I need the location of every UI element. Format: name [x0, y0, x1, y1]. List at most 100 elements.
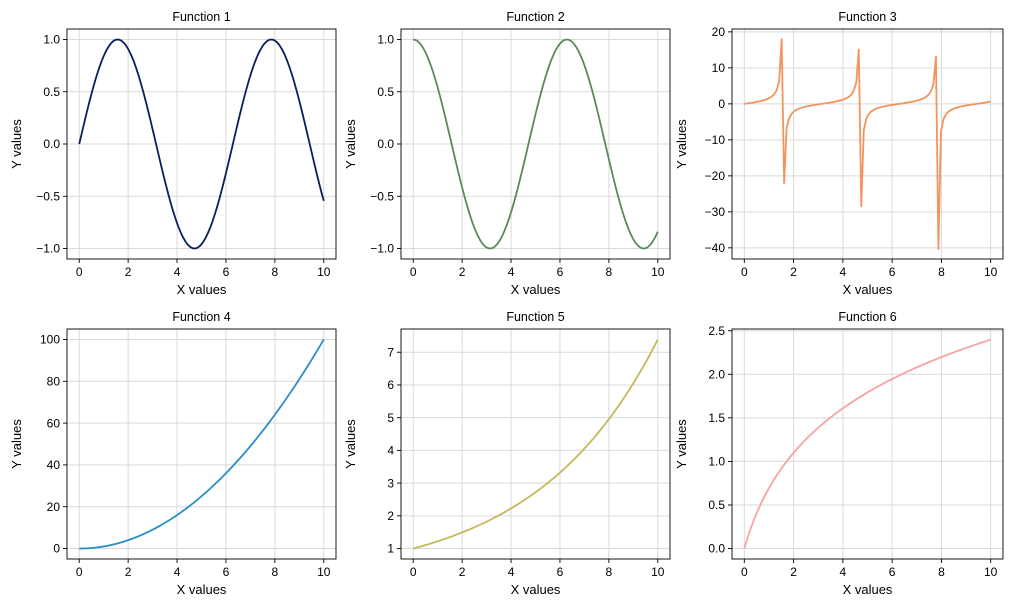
y-tick-label: 80 — [47, 374, 61, 388]
y-tick-label: 5 — [387, 411, 394, 425]
x-tick-label: 0 — [741, 565, 748, 579]
x-tick-label: 8 — [606, 265, 613, 279]
y-tick-label: −0.5 — [36, 189, 60, 203]
series-line — [413, 38, 659, 250]
x-axis-label: X values — [511, 282, 561, 297]
x-tick-label: 8 — [938, 565, 945, 579]
x-tick-label: 6 — [223, 565, 230, 579]
x-tick-label: 2 — [790, 565, 797, 579]
y-tick-label: 0.0 — [377, 137, 394, 151]
y-axis-label: Y values — [9, 119, 24, 169]
x-tick-label: 8 — [938, 265, 945, 279]
series-line — [744, 38, 991, 250]
x-tick-label: 0 — [76, 265, 83, 279]
y-tick-label: 0.5 — [43, 85, 60, 99]
x-tick-label: 10 — [317, 265, 331, 279]
subplot-1: 0 2 4 6 8 10 −1.0 −0.5 0.0 0.5 1.0 Function 1 X valu… — [9, 10, 337, 297]
chart-title: Function 3 — [838, 10, 896, 24]
y-tick-label: 60 — [47, 416, 61, 430]
y-tick-label: −0.5 — [370, 189, 394, 203]
x-tick-label: 2 — [459, 565, 466, 579]
y-tick-label: 1.5 — [708, 411, 725, 425]
y-tick-label: 0 — [718, 97, 725, 111]
x-axis-label: X values — [511, 582, 561, 597]
y-tick-label: −1.0 — [36, 242, 60, 256]
y-axis-label: Y values — [674, 119, 689, 169]
x-tick-label: 4 — [174, 265, 181, 279]
x-tick-label: 10 — [317, 565, 331, 579]
y-tick-label: 2.5 — [708, 324, 725, 338]
x-axis-label: X values — [843, 582, 893, 597]
y-tick-label: 1.0 — [43, 33, 60, 47]
y-tick-label: 0.0 — [708, 542, 725, 556]
y-tick-label: 1 — [387, 542, 394, 556]
x-tick-label: 4 — [174, 565, 181, 579]
x-tick-label: 6 — [557, 565, 564, 579]
y-tick-label: 0.5 — [708, 498, 725, 512]
axes-frame — [731, 328, 1004, 560]
x-axis-label: X values — [177, 582, 227, 597]
x-tick-label: 2 — [125, 565, 132, 579]
x-tick-label: 8 — [606, 565, 613, 579]
y-tick-label: 20 — [712, 25, 726, 39]
y-tick-label: 1.0 — [708, 455, 725, 469]
y-tick-label: 40 — [47, 458, 61, 472]
y-tick-label: 2.0 — [708, 368, 725, 382]
subplot-2: 0 2 4 6 8 10 −1.0 −0.5 0.0 0.5 1.0 Function 2 X valu… — [343, 10, 671, 297]
x-tick-label: 0 — [410, 565, 417, 579]
series-line — [412, 339, 659, 550]
axes-frame — [66, 328, 337, 560]
y-tick-label: −1.0 — [370, 242, 394, 256]
x-tick-label: 6 — [889, 565, 896, 579]
x-tick-label: 4 — [508, 565, 515, 579]
y-tick-label: 6 — [387, 378, 394, 392]
y-tick-label: 7 — [387, 345, 394, 359]
axes-frame — [400, 328, 671, 560]
y-tick-label: 0.5 — [377, 85, 394, 99]
chart-title: Function 2 — [506, 10, 564, 24]
x-tick-label: 6 — [223, 265, 230, 279]
x-tick-label: 8 — [272, 265, 279, 279]
x-tick-label: 4 — [508, 265, 515, 279]
x-tick-label: 10 — [984, 565, 998, 579]
y-tick-label: 0 — [53, 542, 60, 556]
y-tick-label: −20 — [705, 169, 726, 183]
y-axis-label: Y values — [343, 119, 358, 169]
x-axis-label: X values — [843, 282, 893, 297]
x-tick-label: 2 — [125, 265, 132, 279]
subplot-3: 0 2 4 6 8 10 −40 −30 −20 −10 0 10 20 Function 3 X valu… — [674, 10, 1004, 297]
x-tick-label: 0 — [76, 565, 83, 579]
x-tick-label: 10 — [651, 565, 665, 579]
x-tick-label: 2 — [790, 265, 797, 279]
y-tick-label: 3 — [387, 476, 394, 490]
y-tick-label: 2 — [387, 509, 394, 523]
x-tick-label: 2 — [459, 265, 466, 279]
y-tick-label: −40 — [705, 241, 726, 255]
x-tick-label: 0 — [741, 265, 748, 279]
y-tick-label: −10 — [705, 133, 726, 147]
series-line — [743, 338, 991, 549]
x-axis-label: X values — [177, 282, 227, 297]
axes-frame — [731, 28, 1004, 260]
x-tick-label: 6 — [889, 265, 896, 279]
y-tick-label: 0.0 — [43, 137, 60, 151]
y-tick-label: 4 — [387, 444, 394, 458]
y-tick-label: 100 — [40, 333, 60, 347]
y-tick-label: −30 — [705, 205, 726, 219]
chart-title: Function 4 — [172, 310, 230, 324]
y-tick-label: 10 — [712, 61, 726, 75]
x-tick-label: 8 — [272, 565, 279, 579]
chart-title: Function 6 — [838, 310, 896, 324]
y-axis-label: Y values — [9, 419, 24, 469]
y-axis-label: Y values — [674, 419, 689, 469]
x-tick-label: 4 — [840, 565, 847, 579]
x-tick-label: 0 — [410, 265, 417, 279]
x-tick-label: 4 — [840, 265, 847, 279]
y-tick-label: 20 — [47, 500, 61, 514]
chart-title: Function 1 — [172, 10, 230, 24]
chart-title: Function 5 — [506, 310, 564, 324]
y-tick-label: 1.0 — [377, 33, 394, 47]
